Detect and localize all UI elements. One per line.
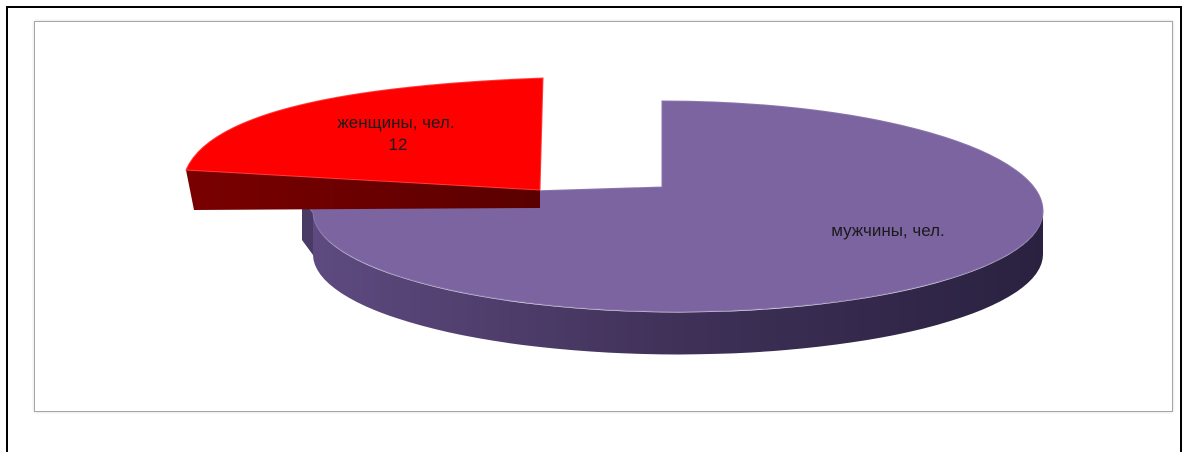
pie-slice-men-side <box>313 212 1044 355</box>
pie-slice-women <box>185 77 544 210</box>
value-label-women: 12 <box>389 135 408 154</box>
pie-slice-women-side <box>186 170 540 210</box>
pie-slice-men-cut-face <box>302 198 313 255</box>
pie-slice-women-top <box>185 77 544 191</box>
outer-frame <box>6 6 1182 452</box>
label-women: женщины, чел. <box>337 113 454 132</box>
pie-slice-men-top <box>301 100 1044 313</box>
pie-slice-men <box>301 100 1044 355</box>
label-men: мужчины, чел. <box>831 221 945 240</box>
